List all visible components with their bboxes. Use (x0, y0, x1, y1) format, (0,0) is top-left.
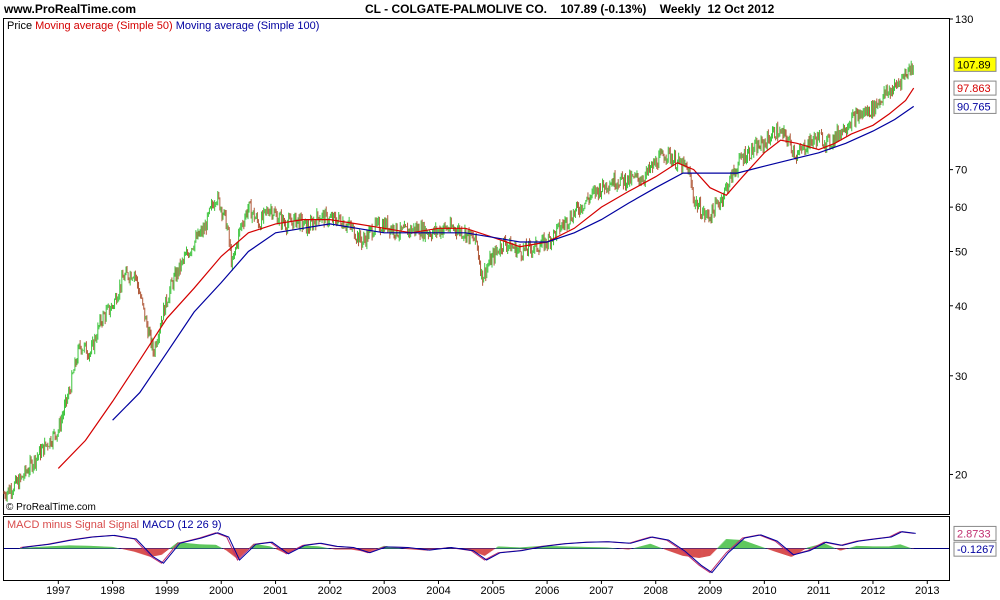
x-tick-label: 2002 (318, 585, 342, 597)
ma50-value-tag: 97.863 (953, 80, 997, 96)
ma100-line (112, 105, 915, 421)
x-tick-label: 2009 (698, 585, 722, 597)
x-tick-label: 2007 (589, 585, 613, 597)
chart-header: CL - COLGATE-PALMOLIVE CO. 107.89 (-0.13… (365, 2, 775, 16)
x-tick-label: 1997 (46, 585, 70, 597)
x-tick-label: 1999 (155, 585, 179, 597)
ma100-value-tag: 90.765 (953, 98, 997, 114)
macd-value-tag: 2.8733 (953, 525, 997, 541)
x-tick-label: 2004 (426, 585, 450, 597)
macd-legend: MACD minus Signal Signal MACD (12 26 9) (7, 519, 222, 531)
legend-price[interactable]: Price (7, 20, 33, 32)
price-bars (3, 60, 914, 502)
legend-ma100[interactable]: Moving average (Simple 100) (175, 20, 320, 32)
price-value-tag-text: 107.89 (957, 59, 991, 71)
hist-value-tag: -0.1267 (953, 541, 997, 557)
macd-line (22, 531, 916, 574)
x-tick-label: 2012 (861, 585, 885, 597)
x-tick-label: 2011 (807, 585, 831, 597)
price-value-tag-box (953, 56, 997, 72)
x-tick-label: 1998 (100, 585, 124, 597)
credit-text: © ProRealTime.com (6, 502, 96, 513)
legend-ma50[interactable]: Moving average (Simple 50) (35, 20, 173, 32)
price-y-tick-label: 60 (955, 202, 967, 214)
price-y-tick-label: 40 (955, 301, 967, 313)
x-tick-label: 2003 (372, 585, 396, 597)
x-tick-label: 2001 (263, 585, 287, 597)
x-tick-label: 2006 (535, 585, 559, 597)
price-panel[interactable] (3, 18, 950, 515)
ma50-value-tag-text: 97.863 (957, 83, 991, 95)
price-y-tick-label: 70 (955, 165, 967, 177)
ma100-value-tag-box (953, 98, 997, 114)
price-y-tick-label: 20 (955, 469, 967, 481)
x-tick-label: 2013 (915, 585, 939, 597)
ma100-value-tag-text: 90.765 (957, 101, 991, 113)
x-tick-label: 2010 (752, 585, 776, 597)
price-y-tick-label: 50 (955, 246, 967, 258)
site-name[interactable]: www.ProRealTime.com (4, 2, 137, 16)
x-tick-label: 2008 (643, 585, 667, 597)
ma50-value-tag-box (953, 80, 997, 96)
price-y-tick-label: 130 (955, 14, 973, 26)
hist-value-tag-box (953, 541, 997, 557)
legend-macd-hist[interactable]: MACD minus Signal Signal (7, 519, 140, 531)
price-y-tick-label: 30 (955, 371, 967, 383)
hist-value-tag-text: -0.1267 (957, 544, 994, 556)
price-value-tag: 107.89 (953, 56, 997, 72)
ma50-line (57, 87, 915, 469)
macd-value-tag-box (953, 525, 997, 541)
macd-value-tag-text: 2.8733 (957, 528, 991, 540)
price-legend: Price Moving average (Simple 50) Moving … (7, 20, 319, 32)
legend-macd[interactable]: MACD (12 26 9) (142, 519, 222, 531)
top-bar: www.ProRealTime.com CL - COLGATE-PALMOLI… (0, 0, 1000, 18)
x-tick-label: 2005 (481, 585, 505, 597)
x-tick-label: 2000 (209, 585, 233, 597)
